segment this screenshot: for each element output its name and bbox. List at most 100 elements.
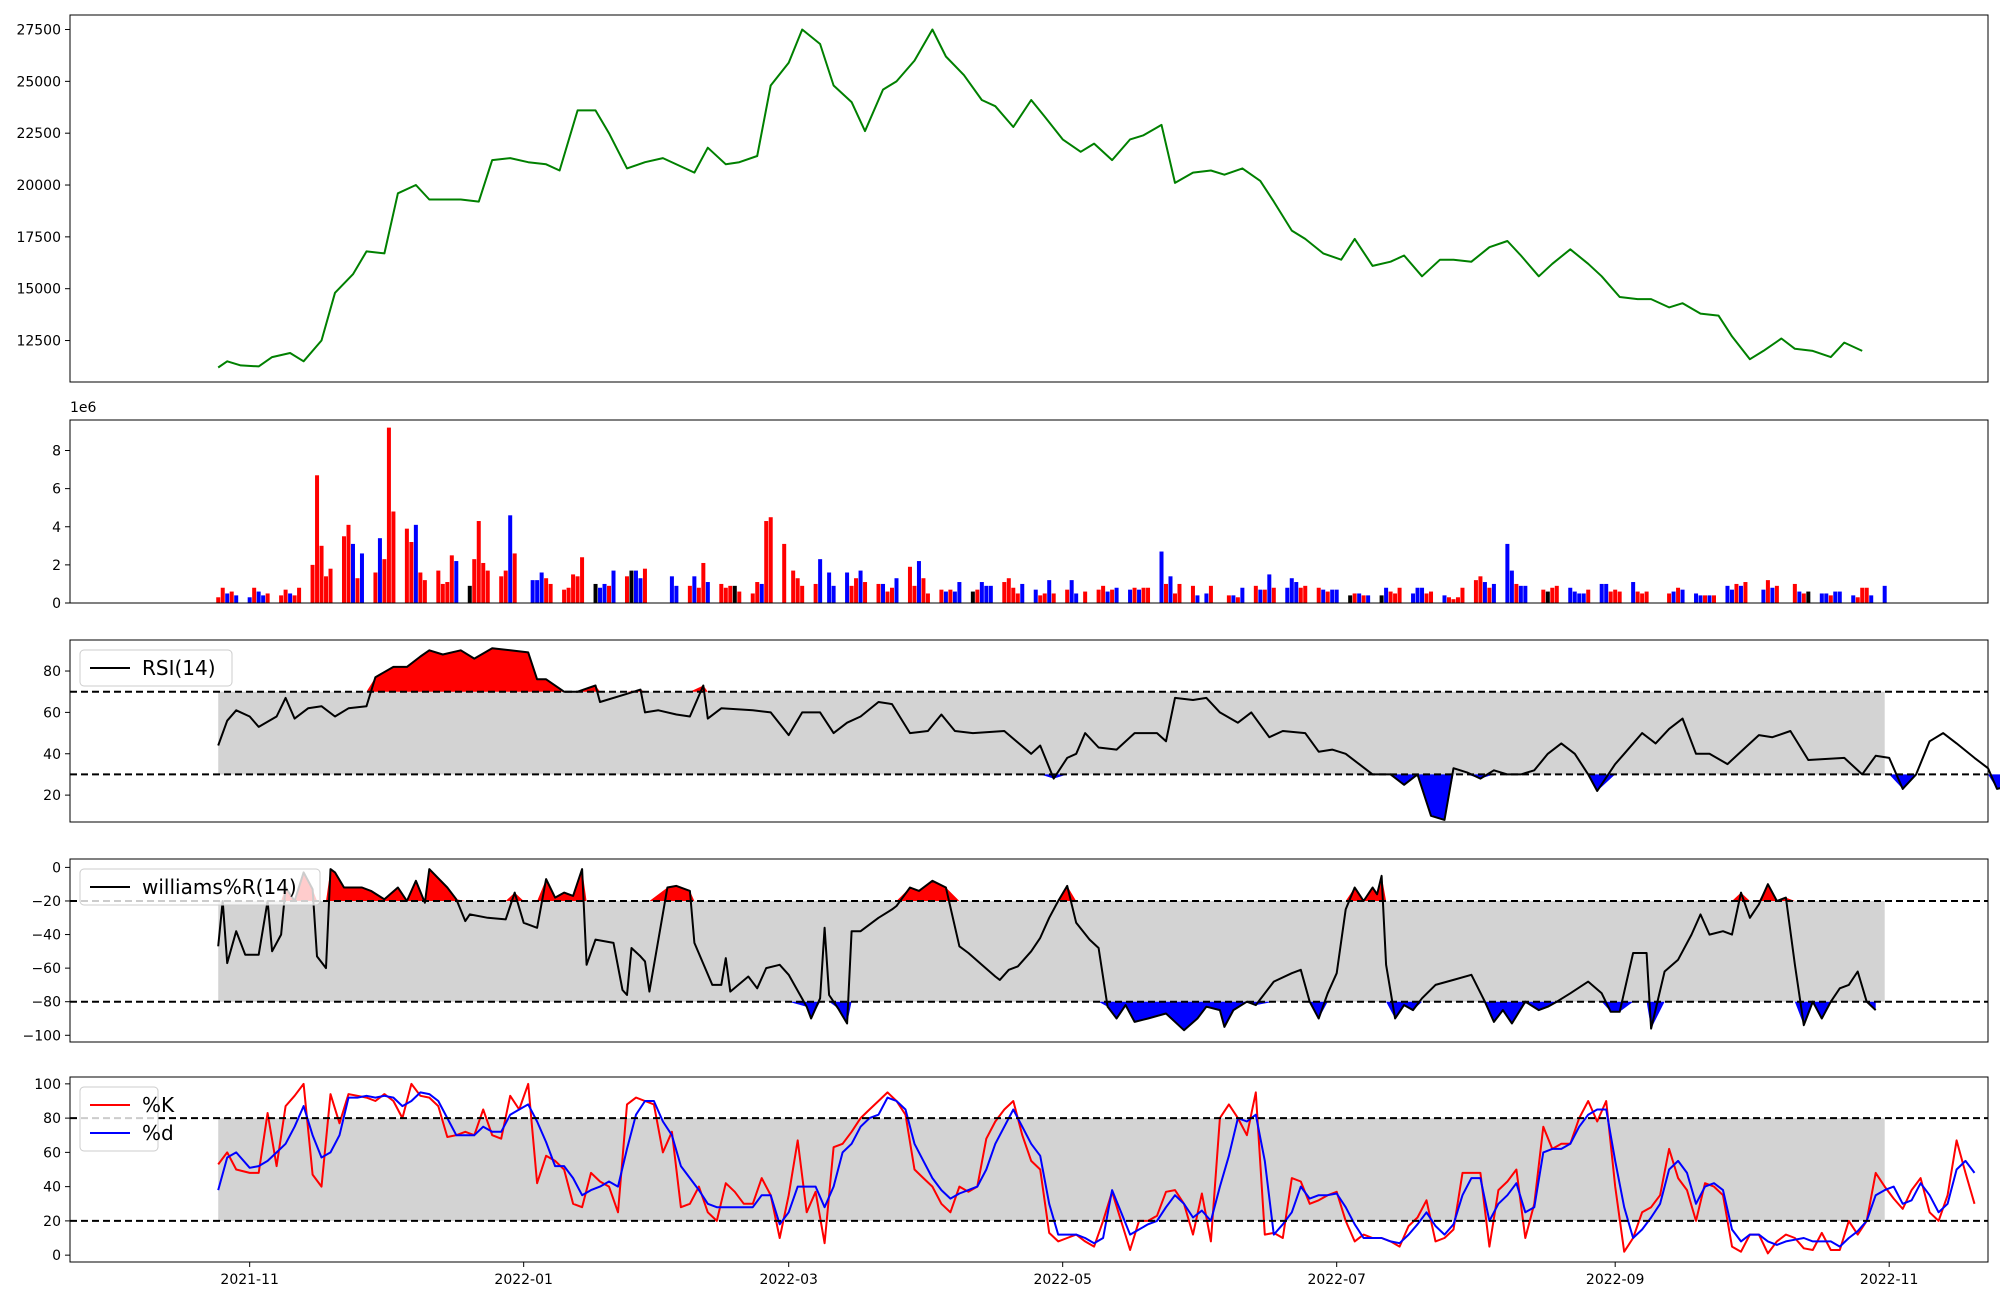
volume-bar: [890, 587, 894, 603]
volume-bar: [467, 585, 472, 603]
volume-bar: [512, 553, 517, 603]
volume-bar: [1424, 593, 1429, 603]
volume-bar: [548, 583, 553, 603]
volume-frame: [69, 419, 1989, 604]
volume-bar: [1554, 585, 1559, 603]
volume-ytick-label: 4: [52, 520, 61, 536]
volume-bar: [328, 568, 333, 603]
rsi-oversold-fill: [218, 774, 2000, 820]
volume-bar: [925, 593, 930, 603]
volume-bar: [265, 593, 270, 603]
volume-bar: [732, 585, 737, 603]
volume-bar: [1190, 585, 1195, 603]
stochastic-ytick-label: 100: [34, 1077, 61, 1093]
volume-bar: [288, 593, 293, 603]
volume-bar: [943, 591, 948, 603]
volume-bar: [234, 595, 239, 603]
volume-bar: [1164, 583, 1168, 603]
price-plot-area: [217, 28, 1863, 369]
volume-bar: [1765, 580, 1770, 603]
volume-bar: [988, 585, 993, 603]
volume-bar: [1505, 543, 1510, 603]
volume-bar: [1271, 587, 1276, 603]
volume-bar: [1132, 587, 1137, 603]
x-tick-label: 2022-01: [494, 1272, 553, 1288]
volume-bar: [566, 587, 571, 603]
volume-bar: [1613, 589, 1618, 603]
volume-bar: [571, 574, 576, 603]
volume-bar: [696, 587, 701, 603]
rsi-legend-label: RSI(14): [142, 656, 216, 680]
volume-bar: [413, 524, 418, 603]
volume-bar: [1855, 597, 1860, 603]
volume-bar: [1806, 591, 1811, 603]
volume-bar: [737, 591, 742, 603]
volume-bar: [1298, 587, 1303, 603]
volume-bar: [921, 578, 926, 603]
volume-bar: [216, 597, 221, 603]
volume-bar: [1096, 589, 1101, 603]
volume-bar: [1851, 595, 1856, 603]
volume-bar: [503, 570, 508, 603]
volume-bar: [1137, 589, 1142, 603]
volume-bar: [782, 543, 787, 603]
volume-bar: [1819, 593, 1824, 603]
volume-bar: [1640, 593, 1645, 603]
volume-bar: [1285, 587, 1290, 603]
volume-bar: [1042, 593, 1047, 603]
volume-bar: [1366, 595, 1371, 603]
volume-bar: [261, 595, 266, 603]
volume-bar: [1172, 593, 1177, 603]
williams-plot-area: [217, 868, 1877, 1032]
volume-bar: [1128, 589, 1133, 603]
volume-bar: [440, 583, 445, 603]
volume-bar: [692, 576, 697, 603]
stochastic-legend-label: %d: [142, 1121, 174, 1145]
volume-bar: [728, 585, 733, 603]
volume-bar: [975, 589, 980, 603]
volume-bar: [1541, 589, 1546, 603]
volume-bar: [701, 562, 706, 603]
volume-bar: [1698, 595, 1703, 603]
williams-ytick-label: −60: [31, 961, 61, 977]
volume-bar: [1446, 597, 1451, 603]
volume-bar: [1101, 585, 1106, 603]
x-tick-label: 2022-03: [759, 1272, 818, 1288]
williams-ytick-label: 0: [52, 860, 61, 876]
volume-bar: [350, 543, 355, 603]
volume-bar: [1725, 585, 1730, 603]
price-panel: 12500 15000 17500 20000 22500 25000 27500: [16, 14, 1989, 383]
volume-bar: [1226, 595, 1231, 603]
volume-bar: [1289, 578, 1294, 603]
stochastic-line-%d: [217, 1091, 1976, 1248]
volume-bar: [629, 570, 634, 603]
volume-bar: [894, 578, 899, 603]
volume-bar: [1460, 587, 1465, 603]
volume-bar: [1491, 583, 1496, 603]
volume-bar: [1146, 587, 1151, 603]
volume-bar: [858, 570, 863, 603]
volume-bar: [562, 589, 567, 603]
volume-bar: [1325, 591, 1330, 603]
volume-bar: [382, 559, 387, 603]
volume-bar: [386, 427, 391, 603]
volume-bar: [220, 587, 225, 603]
volume-bar: [310, 564, 315, 603]
volume-bar: [598, 587, 603, 603]
williams-panel: 0 −20 −40 −60 −80 −100 williams%R(14): [23, 858, 1989, 1044]
stochastic-ytick-label: 40: [43, 1180, 61, 1196]
volume-bar: [1550, 587, 1555, 603]
price-ytick-label: 17500: [16, 230, 61, 246]
volume-bar: [1860, 587, 1865, 603]
volume-bar: [1833, 591, 1838, 603]
volume-bar: [1204, 593, 1209, 603]
volume-bar: [957, 582, 962, 603]
volume-bar: [876, 583, 881, 603]
volume-bar: [849, 585, 854, 603]
williams-line-williams%R(14): [217, 868, 1877, 1032]
volume-bar: [907, 566, 912, 603]
volume-bar: [324, 576, 329, 603]
volume-bar: [1303, 585, 1308, 603]
volume-bar: [445, 582, 450, 603]
volume-bar: [297, 587, 302, 603]
